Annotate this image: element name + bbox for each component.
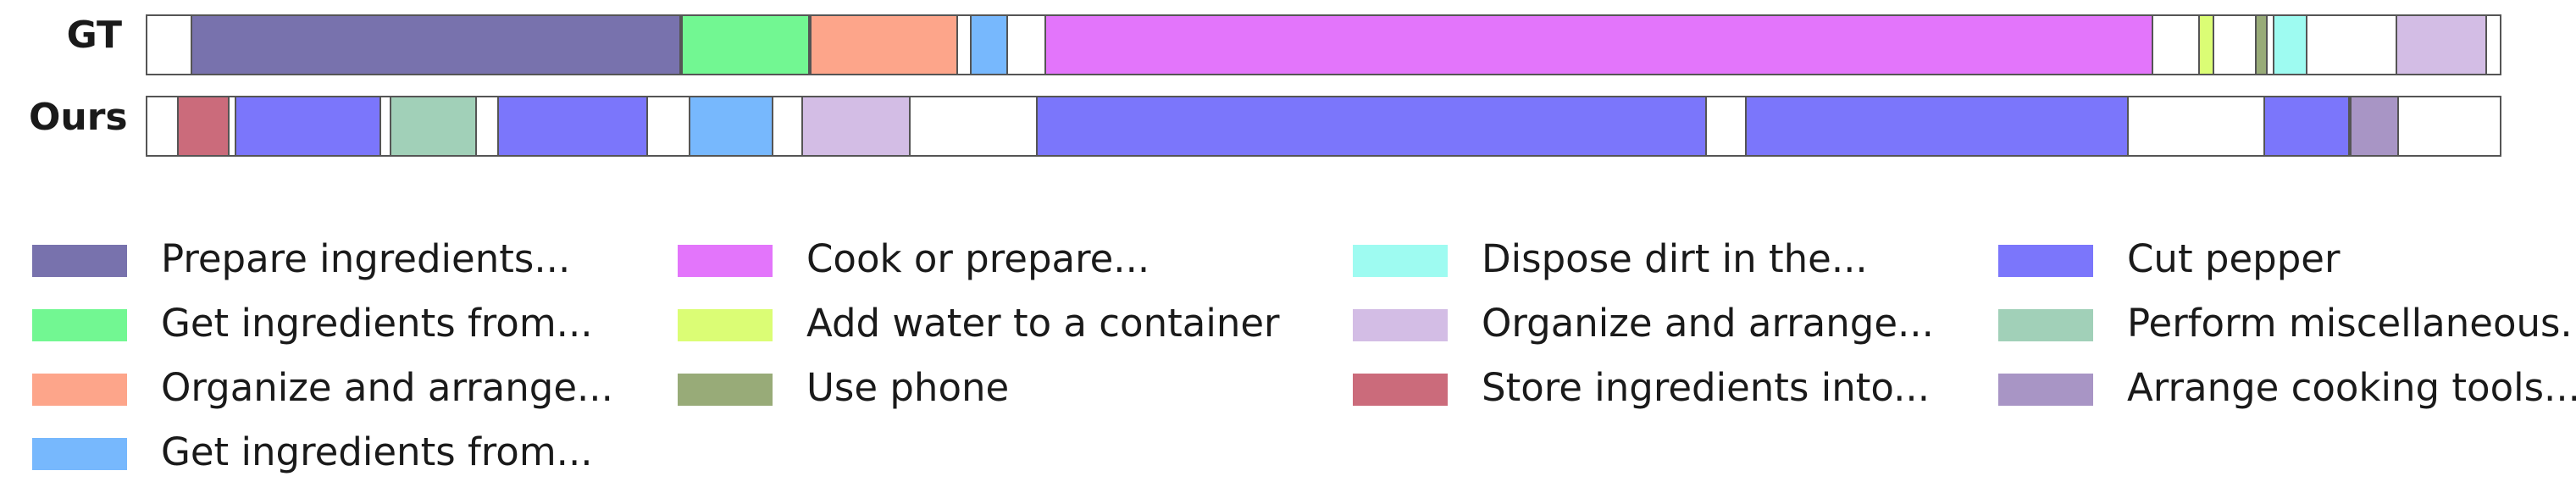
timeline-segment <box>681 16 810 74</box>
legend-swatch <box>1353 309 1448 341</box>
legend-label: Cut pepper <box>2127 236 2341 281</box>
legend-swatch <box>32 245 127 277</box>
legend-label: Perform miscellaneous... <box>2127 301 2576 346</box>
timeline-segment <box>2197 16 2215 74</box>
legend-swatch <box>32 374 127 406</box>
legend-label: Organize and arrange... <box>161 365 613 410</box>
timeline-segment <box>1744 97 2129 155</box>
legend-swatch <box>1998 374 2093 406</box>
legend-swatch <box>678 245 773 277</box>
timeline-segment <box>970 16 1008 74</box>
legend-label: Add water to a container <box>806 301 1280 346</box>
timeline-segment <box>235 97 382 155</box>
timeline-segment <box>1036 97 1707 155</box>
legend-label: Store ingredients into... <box>1482 365 1931 410</box>
timeline-segment <box>2350 97 2400 155</box>
legend-swatch <box>32 438 127 470</box>
legend-swatch <box>1998 245 2093 277</box>
legend-label: Get ingredients from... <box>161 301 593 346</box>
gt-timeline-bar <box>146 14 2501 75</box>
legend-label: Use phone <box>806 365 1010 410</box>
legend-label: Dispose dirt in the... <box>1482 236 1868 281</box>
legend-swatch <box>1353 374 1448 406</box>
timeline-segment <box>497 97 648 155</box>
legend-label: Organize and arrange... <box>1482 301 1934 346</box>
legend-swatch <box>1998 309 2093 341</box>
legend-label: Get ingredients from... <box>161 429 593 474</box>
legend-swatch <box>1353 245 1448 277</box>
legend-label: Cook or prepare... <box>806 236 1150 281</box>
timeline-segment <box>688 97 773 155</box>
row-label-ours: Ours <box>29 96 128 139</box>
ours-timeline-bar <box>146 96 2501 157</box>
timeline-segment <box>176 97 230 155</box>
timeline-segment <box>1044 16 2154 74</box>
legend-swatch <box>678 374 773 406</box>
row-label-gt: GT <box>66 14 122 57</box>
timeline-segment <box>2255 16 2269 74</box>
timeline-segment <box>2263 97 2351 155</box>
legend-swatch <box>678 309 773 341</box>
legend-label: Prepare ingredients... <box>161 236 571 281</box>
legend-swatch <box>32 309 127 341</box>
timeline-segment <box>801 97 911 155</box>
timeline-segment <box>190 16 682 74</box>
legend-label: Arrange cooking tools... <box>2127 365 2576 410</box>
timeline-segment <box>2273 16 2307 74</box>
timeline-segment <box>2395 16 2487 74</box>
timeline-segment <box>809 16 958 74</box>
timeline-segment <box>390 97 478 155</box>
